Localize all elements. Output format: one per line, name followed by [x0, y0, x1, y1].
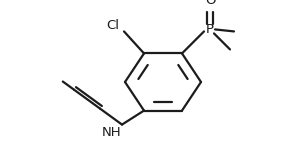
Text: O: O [205, 0, 215, 7]
Text: P: P [206, 23, 214, 36]
Text: Cl: Cl [106, 19, 120, 32]
Text: NH: NH [102, 126, 122, 139]
